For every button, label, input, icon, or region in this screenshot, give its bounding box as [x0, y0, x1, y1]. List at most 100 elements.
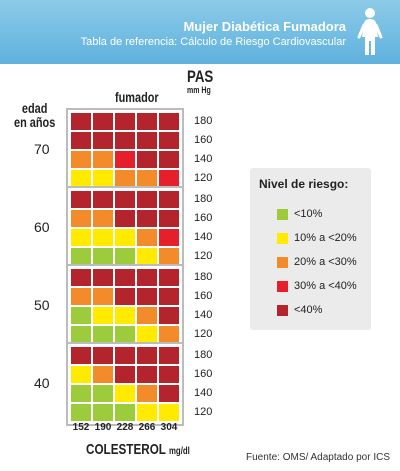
risk-cell: [137, 170, 157, 187]
sbp-label: PAS: [187, 67, 214, 86]
risk-cell: [159, 248, 179, 265]
source-note: Fuente: OMS/ Adaptado por ICS: [246, 452, 390, 463]
cholesterol-label: COLESTEROL: [86, 441, 166, 458]
risk-cell: [137, 288, 157, 305]
legend-swatch: [277, 257, 288, 268]
sbp-tick-label: 120: [194, 328, 213, 340]
risk-cell: [71, 326, 91, 343]
risk-cell: [115, 248, 135, 265]
risk-cell: [71, 385, 91, 402]
risk-cell: [159, 404, 179, 421]
risk-cell: [93, 170, 113, 187]
legend-label: 30% a <40%: [294, 280, 357, 292]
legend-label: <10%: [294, 208, 323, 220]
cholesterol-tick-label: 152: [72, 422, 90, 433]
risk-cell: [137, 366, 157, 383]
risk-cell: [159, 210, 179, 227]
sbp-tick-label: 160: [194, 212, 213, 224]
legend-swatch: [277, 305, 288, 316]
risk-cell: [115, 385, 135, 402]
sbp-tick-label: 120: [194, 172, 213, 184]
risk-cell: [71, 404, 91, 421]
risk-cell: [137, 132, 157, 149]
sbp-tick-label: 180: [194, 115, 213, 127]
risk-cell: [71, 210, 91, 227]
risk-cell: [137, 210, 157, 227]
sbp-tick-label: 180: [194, 349, 213, 361]
risk-cell: [159, 326, 179, 343]
risk-cell: [137, 229, 157, 246]
cholesterol-tick-label: 228: [116, 422, 134, 433]
risk-cell: [71, 170, 91, 187]
risk-cell: [159, 269, 179, 286]
age-group-40: [66, 342, 184, 426]
risk-cell: [71, 366, 91, 383]
cholesterol-axis-label: COLESTEROL mg/dl: [86, 441, 190, 458]
legend-swatch: [277, 281, 288, 292]
cholesterol-tick-label: 266: [138, 422, 156, 433]
risk-cell: [137, 307, 157, 324]
legend-title: Nivel de riesgo:: [259, 177, 349, 191]
page-subtitle: Tabla de referencia: Cálculo de Riesgo C…: [80, 36, 346, 48]
sbp-tick-label: 120: [194, 406, 213, 418]
sbp-tick-label: 160: [194, 290, 213, 302]
risk-cell: [93, 288, 113, 305]
sbp-tick-label: 140: [194, 387, 213, 399]
age-group-60: [66, 186, 184, 270]
risk-cell: [93, 191, 113, 208]
risk-cell: [159, 229, 179, 246]
risk-cell: [71, 229, 91, 246]
legend-swatch: [277, 233, 288, 244]
sbp-tick-label: 140: [194, 309, 213, 321]
risk-cell: [137, 151, 157, 168]
risk-cell: [115, 132, 135, 149]
risk-cell: [159, 385, 179, 402]
risk-cell: [159, 307, 179, 324]
risk-cell: [137, 326, 157, 343]
risk-cell: [93, 210, 113, 227]
smoker-label: fumador: [115, 89, 159, 105]
risk-cell: [137, 269, 157, 286]
age-group-50: [66, 264, 184, 348]
risk-cell: [159, 170, 179, 187]
age-group-70: [66, 108, 184, 192]
risk-cell: [93, 229, 113, 246]
risk-cell: [93, 404, 113, 421]
woman-icon: [357, 8, 383, 55]
legend-label: 20% a <30%: [294, 256, 357, 268]
risk-cell: [71, 288, 91, 305]
risk-cell: [115, 288, 135, 305]
sbp-unit-label: mm Hg: [187, 85, 211, 95]
age-label: 60: [34, 219, 50, 235]
risk-cell: [93, 269, 113, 286]
risk-cell: [93, 113, 113, 130]
risk-cell: [137, 113, 157, 130]
age-label: 70: [34, 141, 50, 157]
cholesterol-tick-label: 190: [94, 422, 112, 433]
risk-cell: [115, 326, 135, 343]
sbp-tick-label: 160: [194, 368, 213, 380]
risk-cell: [71, 269, 91, 286]
risk-cell: [93, 366, 113, 383]
age-label: 40: [34, 375, 50, 391]
risk-cell: [159, 366, 179, 383]
sbp-tick-label: 140: [194, 153, 213, 165]
risk-cell: [115, 307, 135, 324]
risk-cell: [115, 347, 135, 364]
risk-cell: [159, 288, 179, 305]
legend-swatch: [277, 209, 288, 220]
risk-cell: [71, 191, 91, 208]
sbp-tick-label: 120: [194, 250, 213, 262]
header-banner: Mujer Diabética Fumadora Tabla de refere…: [0, 0, 400, 64]
sbp-tick-label: 180: [194, 271, 213, 283]
risk-cell: [115, 170, 135, 187]
risk-cell: [93, 248, 113, 265]
risk-cell: [71, 151, 91, 168]
risk-cell: [115, 151, 135, 168]
risk-cell: [115, 210, 135, 227]
risk-cell: [159, 132, 179, 149]
risk-legend: Nivel de riesgo: <10% 10% a <20% 20% a <30…: [250, 168, 371, 330]
risk-cell: [93, 385, 113, 402]
risk-cell: [71, 113, 91, 130]
risk-cell: [71, 132, 91, 149]
